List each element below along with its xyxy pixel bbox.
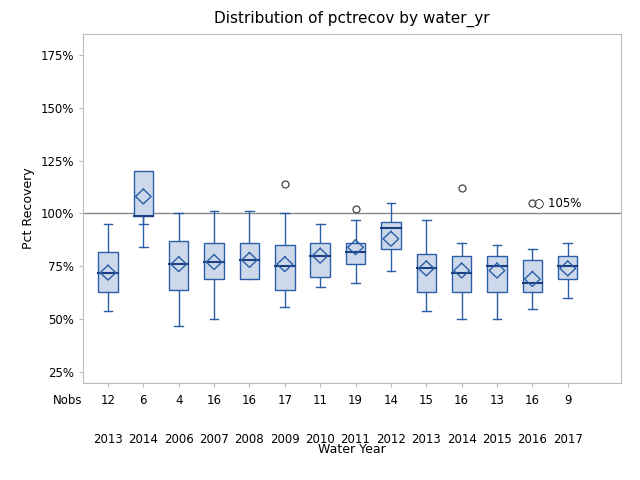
Text: 2011: 2011 [340, 433, 371, 446]
Bar [523, 260, 542, 292]
Bar [275, 245, 294, 289]
Text: 2012: 2012 [376, 433, 406, 446]
Y-axis label: Pct Recovery: Pct Recovery [22, 168, 35, 249]
Bar [381, 222, 401, 250]
Text: Water Year: Water Year [318, 444, 386, 456]
Text: 17: 17 [277, 394, 292, 407]
Text: 13: 13 [490, 394, 504, 407]
Bar [240, 243, 259, 279]
Bar [204, 243, 224, 279]
Text: 12: 12 [100, 394, 115, 407]
Text: 16: 16 [525, 394, 540, 407]
Text: 16: 16 [242, 394, 257, 407]
Text: ○ 105%: ○ 105% [534, 196, 582, 209]
Bar [346, 243, 365, 264]
Bar [417, 253, 436, 292]
Text: 16: 16 [454, 394, 469, 407]
Text: 2015: 2015 [482, 433, 512, 446]
Bar [169, 241, 188, 289]
Text: 2016: 2016 [518, 433, 547, 446]
Text: 2014: 2014 [129, 433, 158, 446]
Text: 2013: 2013 [412, 433, 441, 446]
Text: 19: 19 [348, 394, 363, 407]
Text: 2014: 2014 [447, 433, 477, 446]
Text: 14: 14 [383, 394, 399, 407]
Text: Nobs: Nobs [53, 394, 83, 407]
Text: 2010: 2010 [305, 433, 335, 446]
Bar [134, 171, 153, 216]
Text: 2007: 2007 [199, 433, 229, 446]
Text: 2006: 2006 [164, 433, 193, 446]
Text: 16: 16 [207, 394, 221, 407]
Title: Distribution of pctrecov by water_yr: Distribution of pctrecov by water_yr [214, 11, 490, 27]
Bar [487, 256, 507, 292]
Text: 6: 6 [140, 394, 147, 407]
Text: 4: 4 [175, 394, 182, 407]
Bar [558, 256, 577, 279]
Text: 11: 11 [313, 394, 328, 407]
Text: 2017: 2017 [553, 433, 582, 446]
Text: 2013: 2013 [93, 433, 123, 446]
Bar [452, 256, 472, 292]
Text: 15: 15 [419, 394, 434, 407]
Text: 9: 9 [564, 394, 572, 407]
Text: 2009: 2009 [270, 433, 300, 446]
Bar [310, 243, 330, 277]
Text: 2008: 2008 [235, 433, 264, 446]
Bar [98, 252, 118, 292]
